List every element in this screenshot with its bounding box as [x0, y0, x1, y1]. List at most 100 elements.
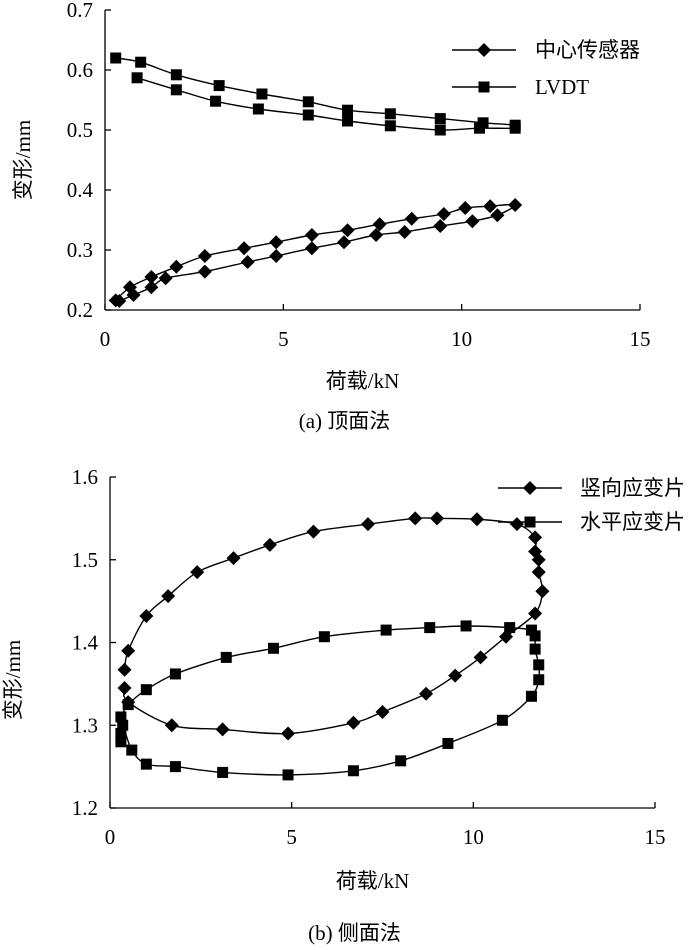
data-point	[336, 235, 351, 250]
data-point	[117, 662, 132, 677]
data-point	[252, 103, 264, 115]
data-point	[161, 589, 176, 604]
data-point	[509, 122, 521, 134]
data-point	[384, 108, 396, 120]
data-point	[170, 84, 182, 96]
y-tick-label: 0.6	[67, 58, 93, 82]
data-point	[170, 69, 182, 81]
data-point	[442, 737, 454, 749]
data-point	[434, 113, 446, 125]
data-point	[304, 228, 319, 242]
series-diamond	[108, 198, 523, 308]
data-point	[397, 225, 412, 239]
data-point	[226, 551, 241, 566]
x-tick-label: 0	[105, 825, 116, 849]
data-point	[408, 511, 423, 526]
data-point	[281, 726, 296, 741]
data-point	[169, 668, 181, 680]
data-point	[372, 217, 387, 232]
series-square	[110, 52, 521, 136]
x-tick-label: 10	[463, 825, 484, 849]
y-axis-title: 变形/mm	[1, 640, 25, 721]
data-point	[210, 95, 222, 107]
data-point	[458, 201, 473, 215]
data-point	[115, 711, 127, 723]
legend-label: LVDT	[535, 75, 589, 99]
data-point	[531, 552, 546, 567]
data-point	[433, 219, 448, 233]
data-point	[436, 207, 451, 221]
series-line	[120, 625, 541, 776]
data-point	[240, 255, 255, 269]
data-point	[525, 690, 537, 702]
data-point	[525, 624, 537, 636]
data-point	[499, 629, 514, 644]
series-diamond	[117, 511, 550, 741]
data-point	[139, 609, 154, 624]
data-point	[135, 56, 147, 68]
y-tick-label: 0.7	[67, 0, 93, 22]
data-point	[509, 517, 524, 532]
y-tick-label: 1.3	[72, 713, 98, 737]
data-point	[342, 115, 354, 127]
data-point	[256, 88, 268, 100]
data-point	[126, 744, 138, 756]
y-tick-label: 0.3	[67, 238, 93, 262]
data-point	[434, 124, 446, 136]
data-point	[117, 719, 129, 731]
data-point	[346, 715, 361, 730]
data-point	[465, 214, 480, 229]
data-point	[496, 714, 508, 726]
legend-entry: 竖向应变片	[498, 476, 685, 500]
data-point	[169, 761, 181, 773]
x-tick-label: 15	[645, 825, 666, 849]
figure-caption: (b) 侧面法	[308, 921, 401, 945]
data-point	[342, 104, 354, 116]
data-point	[535, 584, 550, 599]
legend-label: 中心传感器	[535, 38, 640, 62]
data-point	[302, 109, 314, 121]
data-point	[473, 650, 488, 665]
x-tick-label: 5	[278, 327, 289, 351]
data-point	[190, 565, 205, 580]
data-point	[269, 249, 284, 263]
data-point	[169, 259, 184, 274]
y-tick-label: 1.2	[72, 796, 98, 820]
y-tick-label: 0.5	[67, 118, 93, 142]
x-tick-label: 5	[286, 825, 297, 849]
figure-caption: (a) 顶面法	[299, 409, 391, 433]
data-point	[419, 686, 434, 701]
series-square	[115, 620, 545, 781]
series-line	[115, 203, 516, 302]
data-point	[529, 630, 541, 642]
data-point	[197, 264, 212, 279]
data-point	[237, 241, 252, 256]
x-tick-label: 10	[451, 327, 472, 351]
y-tick-label: 1.6	[72, 465, 98, 489]
data-point	[158, 271, 173, 286]
y-tick-label: 0.2	[67, 298, 93, 322]
data-point	[121, 643, 136, 658]
data-point	[269, 235, 284, 250]
data-point	[460, 620, 472, 632]
x-tick-label: 15	[630, 327, 651, 351]
data-point	[140, 758, 152, 770]
legend-entry: LVDT	[452, 75, 589, 99]
data-point	[282, 769, 294, 781]
data-point	[448, 668, 463, 683]
data-point	[213, 80, 225, 92]
data-point	[140, 684, 152, 696]
data-point	[197, 249, 212, 263]
legend-marker	[477, 43, 491, 57]
plot-top-surface: 0 5 10 15 0.2 0.3 0.4 0.5 0.6 0.7 荷载/kN 变形/mm (a) 顶面…	[11, 0, 651, 433]
x-axis-title: 荷载/kN	[336, 869, 410, 893]
data-point	[490, 208, 505, 223]
data-point	[306, 524, 321, 539]
data-point	[304, 241, 319, 256]
data-point	[122, 699, 134, 711]
legend-marker	[523, 481, 537, 495]
data-point	[340, 223, 355, 238]
data-point	[112, 294, 127, 308]
y-tick-label: 1.4	[72, 631, 99, 655]
